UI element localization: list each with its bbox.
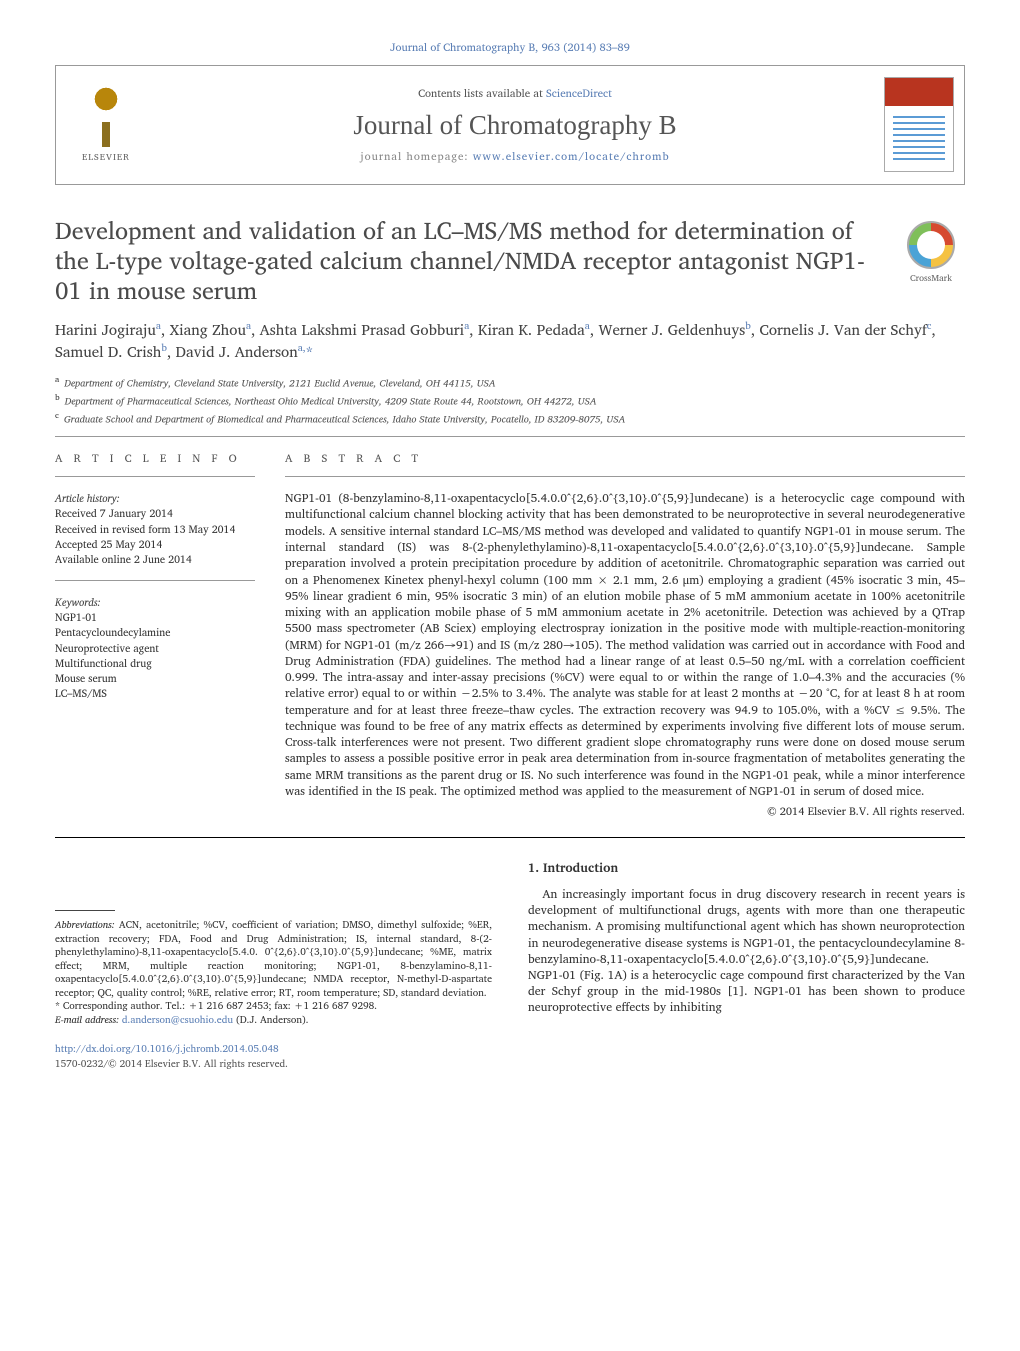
- body-columns: Abbreviations: ACN, acetonitrile; %CV, c…: [55, 860, 965, 1071]
- abstract-copyright: © 2014 Elsevier B.V. All rights reserved…: [285, 804, 965, 819]
- article-info-heading: A R T I C L E I N F O: [55, 451, 255, 466]
- journal-cover-thumbnail: [874, 66, 964, 184]
- contents-prefix: Contents lists available at: [418, 84, 546, 102]
- keyword: Mouse serum: [55, 671, 255, 685]
- crossmark-widget[interactable]: CrossMark: [897, 221, 965, 284]
- corresponding-email-link[interactable]: d.anderson@csuohio.edu: [122, 1012, 233, 1028]
- homepage-label: journal homepage:: [360, 147, 472, 165]
- crossmark-badge-icon: [907, 221, 955, 269]
- journal-reference: Journal of Chromatography B, 963 (2014) …: [55, 40, 965, 55]
- introduction-paragraph: An increasingly important focus in drug …: [528, 887, 965, 1017]
- history-item: Accepted 25 May 2014: [55, 537, 255, 551]
- footnotes: Abbreviations: ACN, acetonitrile; %CV, c…: [55, 919, 492, 1027]
- affiliations: a Department of Chemistry, Cleveland Sta…: [55, 374, 965, 426]
- history-item: Received in revised form 13 May 2014: [55, 522, 255, 536]
- keyword: LC–MS/MS: [55, 686, 255, 700]
- page-container: Journal of Chromatography B, 963 (2014) …: [0, 0, 1020, 1101]
- issn-copyright-line: 1570-0232/© 2014 Elsevier B.V. All right…: [55, 1058, 492, 1072]
- email-label: E-mail address:: [55, 1012, 122, 1028]
- history-heading: Article history:: [55, 491, 255, 505]
- history-block: Article history: Received 7 January 2014…: [55, 491, 255, 566]
- sciencedirect-link[interactable]: ScienceDirect: [546, 84, 612, 102]
- affiliation-a: a Department of Chemistry, Cleveland Sta…: [55, 374, 965, 391]
- keyword: Pentacycloundecylamine: [55, 625, 255, 639]
- email-footnote: E-mail address: d.anderson@csuohio.edu (…: [55, 1014, 492, 1028]
- doi-link[interactable]: http://dx.doi.org/10.1016/j.jchromb.2014…: [55, 1043, 492, 1057]
- journal-header-box: ELSEVIER Contents lists available at Sci…: [55, 65, 965, 185]
- abstract-text: NGP1-01 (8-benzylamino-8,11-oxapentacycl…: [285, 491, 965, 800]
- introduction-heading: 1. Introduction: [528, 860, 965, 877]
- journal-name: Journal of Chromatography B: [156, 107, 874, 143]
- elsevier-logo: ELSEVIER: [56, 66, 156, 184]
- abbrev-text: ACN, acetonitrile; %CV, coefficient of v…: [55, 917, 492, 1001]
- history-item: Available online 2 June 2014: [55, 552, 255, 566]
- footnote-rule: [55, 910, 115, 911]
- keywords-heading: Keywords:: [55, 595, 255, 609]
- article-info-column: A R T I C L E I N F O Article history: R…: [55, 451, 255, 819]
- title-block: Development and validation of an LC–MS/M…: [55, 215, 965, 305]
- abbreviations-footnote: Abbreviations: ACN, acetonitrile; %CV, c…: [55, 919, 492, 1000]
- section-divider: [55, 837, 965, 838]
- left-body-column: Abbreviations: ACN, acetonitrile; %CV, c…: [55, 860, 492, 1071]
- email-suffix: (D.J. Anderson).: [233, 1012, 309, 1028]
- contents-available-line: Contents lists available at ScienceDirec…: [156, 86, 874, 101]
- elsevier-label: ELSEVIER: [82, 151, 130, 163]
- affiliation-c: c Graduate School and Department of Biom…: [55, 410, 965, 427]
- info-abstract-row: A R T I C L E I N F O Article history: R…: [55, 451, 965, 819]
- abstract-heading: A B S T R A C T: [285, 451, 965, 466]
- divider: [55, 580, 255, 581]
- history-item: Received 7 January 2014: [55, 506, 255, 520]
- abstract-column: A B S T R A C T NGP1-01 (8-benzylamino-8…: [285, 451, 965, 819]
- right-body-column: 1. Introduction An increasingly importan…: [528, 860, 965, 1071]
- authors-list: Harini Jogirajua, Xiang Zhoua, Ashta Lak…: [55, 319, 965, 364]
- journal-homepage-line: journal homepage: www.elsevier.com/locat…: [156, 149, 874, 164]
- divider: [55, 476, 255, 477]
- homepage-link[interactable]: www.elsevier.com/locate/chromb: [473, 147, 670, 165]
- divider: [55, 436, 965, 437]
- keyword: Neuroprotective agent: [55, 641, 255, 655]
- keyword: Multifunctional drug: [55, 656, 255, 670]
- crossmark-label: CrossMark: [910, 270, 952, 285]
- elsevier-tree-icon: [81, 87, 131, 147]
- keyword: NGP1-01: [55, 610, 255, 624]
- cover-image-icon: [884, 77, 954, 172]
- header-center: Contents lists available at ScienceDirec…: [156, 66, 874, 184]
- article-title: Development and validation of an LC–MS/M…: [55, 215, 875, 305]
- affiliation-b: b Department of Pharmaceutical Sciences,…: [55, 392, 965, 409]
- divider: [285, 476, 965, 477]
- keywords-block: Keywords: NGP1-01 Pentacycloundecylamine…: [55, 595, 255, 700]
